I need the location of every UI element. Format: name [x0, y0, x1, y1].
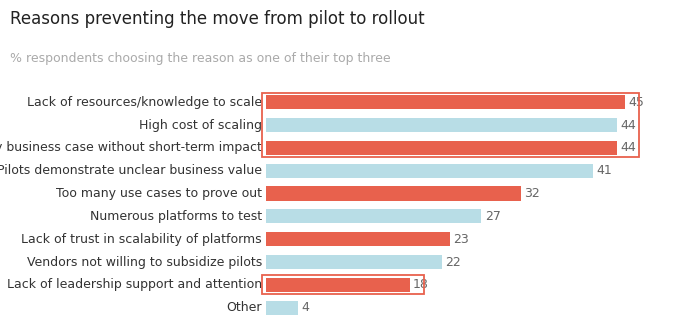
Text: 23: 23: [453, 233, 468, 246]
Text: Reasons preventing the move from pilot to rollout: Reasons preventing the move from pilot t…: [10, 10, 425, 28]
Text: Pilots demonstrate unclear business value: Pilots demonstrate unclear business valu…: [0, 164, 262, 177]
Bar: [266, 232, 449, 246]
Text: 18: 18: [413, 279, 428, 291]
Bar: [266, 118, 617, 132]
Bar: [266, 141, 617, 155]
Bar: [266, 278, 410, 292]
Bar: [266, 186, 522, 201]
Text: 41: 41: [596, 164, 612, 177]
Bar: [266, 255, 442, 269]
Text: Lack of resources/knowledge to scale: Lack of resources/knowledge to scale: [27, 96, 262, 109]
Text: 22: 22: [444, 256, 461, 268]
Text: Lack of trust in scalability of platforms: Lack of trust in scalability of platform…: [22, 233, 262, 246]
Bar: [266, 95, 625, 109]
Text: 4: 4: [301, 301, 309, 314]
Bar: [266, 209, 482, 223]
Text: Lack of leadership support and attention: Lack of leadership support and attention: [7, 279, 262, 291]
Text: Numerous platforms to test: Numerous platforms to test: [90, 210, 262, 223]
Text: Vendors not willing to subsidize pilots: Vendors not willing to subsidize pilots: [27, 256, 262, 268]
Text: High cost of scaling: High cost of scaling: [139, 119, 262, 131]
Text: 27: 27: [484, 210, 500, 223]
Text: Other: Other: [227, 301, 262, 314]
Text: 45: 45: [629, 96, 644, 109]
Text: 44: 44: [620, 141, 636, 154]
Text: Hard to justify business case without short-term impact: Hard to justify business case without sh…: [0, 141, 262, 154]
Text: 32: 32: [524, 187, 540, 200]
Text: 44: 44: [620, 119, 636, 131]
Text: % respondents choosing the reason as one of their top three: % respondents choosing the reason as one…: [10, 52, 391, 65]
Bar: [266, 164, 593, 178]
Bar: [266, 301, 298, 315]
Text: Too many use cases to prove out: Too many use cases to prove out: [56, 187, 262, 200]
